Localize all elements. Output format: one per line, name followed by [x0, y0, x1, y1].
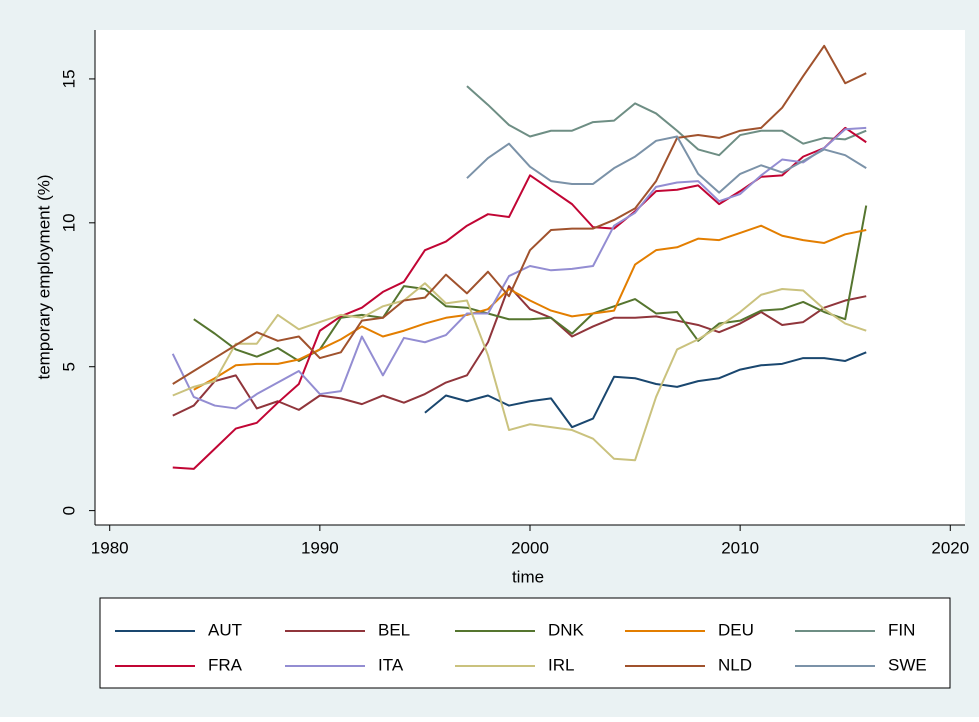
y-tick-label: 5	[59, 362, 78, 371]
series-line	[466, 85, 867, 157]
legend-label: FIN	[888, 620, 915, 639]
x-tick-label: 2020	[931, 538, 969, 557]
plot-area	[95, 30, 965, 525]
y-tick-label: 0	[59, 506, 78, 515]
x-tick-label: 2000	[511, 538, 549, 557]
legend-label: DEU	[718, 620, 754, 639]
y-tick-label: 15	[59, 69, 78, 88]
legend-label: FRA	[208, 655, 243, 674]
y-axis-title: temporary employment (%)	[34, 174, 53, 379]
series-line	[172, 282, 867, 462]
x-tick-label: 2010	[721, 538, 759, 557]
series-line	[424, 351, 867, 429]
series-line	[172, 44, 867, 385]
legend-label: ITA	[378, 655, 404, 674]
legend-label: DNK	[548, 620, 585, 639]
legend	[99, 597, 951, 689]
series-line	[466, 135, 867, 194]
x-axis-title: time	[512, 567, 544, 586]
series-line	[193, 224, 867, 391]
x-tick-label: 1990	[301, 538, 339, 557]
legend-label: AUT	[208, 620, 242, 639]
legend-label: IRL	[548, 655, 574, 674]
x-tick-label: 1980	[91, 538, 129, 557]
y-tick-label: 10	[59, 213, 78, 232]
legend-label: BEL	[378, 620, 410, 639]
legend-label: NLD	[718, 655, 752, 674]
legend-label: SWE	[888, 655, 927, 674]
series-line	[172, 285, 867, 417]
